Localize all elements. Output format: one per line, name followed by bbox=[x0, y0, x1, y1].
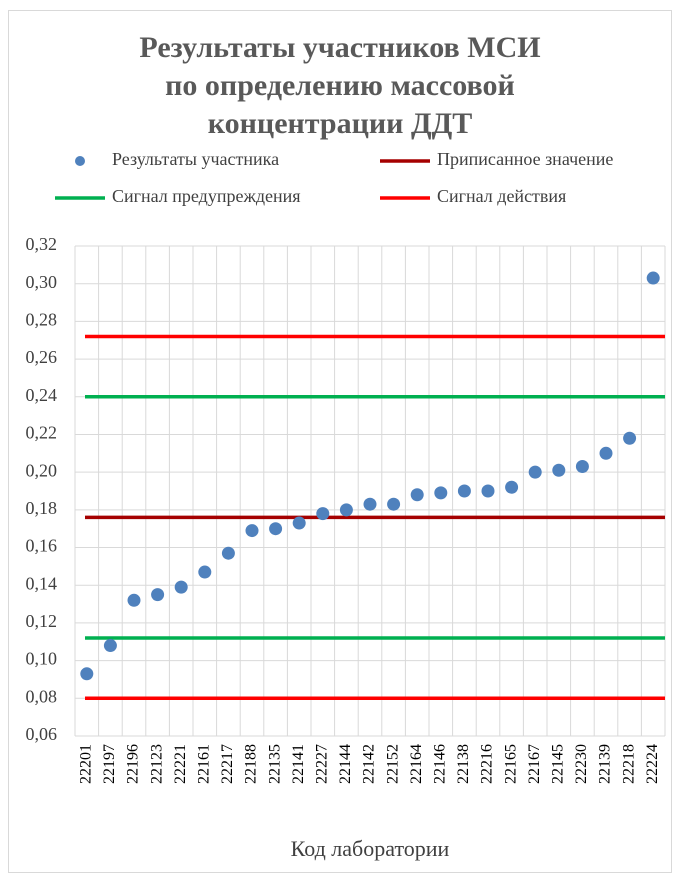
point bbox=[646, 271, 660, 285]
point bbox=[198, 565, 212, 579]
legend-label: Приписанное значение bbox=[437, 149, 613, 169]
x-tick-label: 22145 bbox=[549, 744, 566, 784]
x-tick-label: 22217 bbox=[219, 744, 236, 784]
point bbox=[481, 484, 495, 498]
y-tick-label: 0,22 bbox=[26, 423, 58, 443]
point bbox=[434, 486, 448, 500]
point bbox=[623, 431, 637, 445]
point bbox=[269, 522, 283, 536]
point bbox=[339, 503, 353, 517]
point bbox=[363, 497, 377, 511]
point bbox=[292, 516, 306, 530]
y-tick-label: 0,06 bbox=[26, 724, 58, 744]
x-tick-label: 22227 bbox=[313, 744, 330, 784]
x-tick-label: 22196 bbox=[125, 744, 142, 784]
legend-label: Сигнал действия bbox=[437, 186, 566, 206]
x-tick-label: 22218 bbox=[620, 744, 637, 784]
point bbox=[457, 484, 471, 498]
y-tick-label: 0,16 bbox=[26, 536, 58, 556]
x-tick-label: 22142 bbox=[361, 744, 378, 784]
y-tick-label: 0,20 bbox=[26, 460, 58, 480]
legend-label: Результаты участника bbox=[112, 149, 279, 169]
chart-title: Результаты участников МСИ bbox=[139, 31, 540, 64]
y-tick-label: 0,26 bbox=[26, 347, 58, 367]
point bbox=[387, 497, 401, 511]
point bbox=[410, 488, 424, 502]
x-tick-label: 22135 bbox=[266, 744, 283, 784]
y-tick-label: 0,08 bbox=[26, 686, 58, 706]
x-tick-label: 22146 bbox=[431, 744, 448, 784]
x-tick-label: 22152 bbox=[384, 744, 401, 784]
chart-title: концентрации ДДТ bbox=[208, 107, 473, 140]
point bbox=[103, 639, 117, 653]
y-tick-label: 0,24 bbox=[26, 385, 58, 405]
x-axis-label: Код лаборатории bbox=[291, 836, 450, 861]
x-tick-label: 22161 bbox=[195, 744, 212, 784]
y-tick-label: 0,32 bbox=[26, 234, 58, 254]
x-tick-label: 22224 bbox=[644, 744, 661, 784]
x-tick-label: 22221 bbox=[172, 744, 189, 784]
point bbox=[245, 524, 259, 538]
y-tick-label: 0,28 bbox=[26, 310, 58, 330]
x-tick-label: 22123 bbox=[148, 744, 165, 784]
x-tick-label: 22167 bbox=[526, 744, 543, 784]
x-tick-label: 22216 bbox=[479, 744, 496, 784]
point bbox=[221, 546, 235, 560]
y-tick-label: 0,14 bbox=[26, 573, 58, 593]
point bbox=[552, 463, 566, 477]
x-tick-label: 22141 bbox=[290, 744, 307, 784]
x-tick-label: 22139 bbox=[597, 744, 614, 784]
point bbox=[505, 480, 519, 494]
y-tick-label: 0,30 bbox=[26, 272, 58, 292]
x-tick-label: 22201 bbox=[77, 744, 94, 784]
point bbox=[174, 580, 188, 594]
y-tick-label: 0,12 bbox=[26, 611, 58, 631]
x-tick-label: 22197 bbox=[101, 744, 118, 784]
x-tick-label: 22164 bbox=[408, 744, 425, 784]
legend-label: Сигнал предупреждения bbox=[112, 186, 301, 206]
x-tick-label: 22138 bbox=[455, 744, 472, 784]
x-tick-label: 22165 bbox=[502, 744, 519, 784]
legend-marker bbox=[75, 156, 85, 166]
point bbox=[80, 667, 94, 681]
chart-title: по определению массовой bbox=[165, 69, 515, 102]
y-tick-label: 0,18 bbox=[26, 498, 58, 518]
point bbox=[599, 446, 613, 460]
point bbox=[528, 465, 542, 479]
y-tick-label: 0,10 bbox=[26, 649, 58, 669]
x-tick-label: 22230 bbox=[573, 744, 590, 784]
chart-border bbox=[8, 10, 672, 873]
point bbox=[151, 588, 165, 602]
point bbox=[316, 507, 330, 521]
x-tick-label: 22144 bbox=[337, 744, 354, 784]
x-tick-label: 22188 bbox=[243, 744, 260, 784]
point bbox=[127, 593, 141, 607]
point bbox=[575, 460, 589, 473]
